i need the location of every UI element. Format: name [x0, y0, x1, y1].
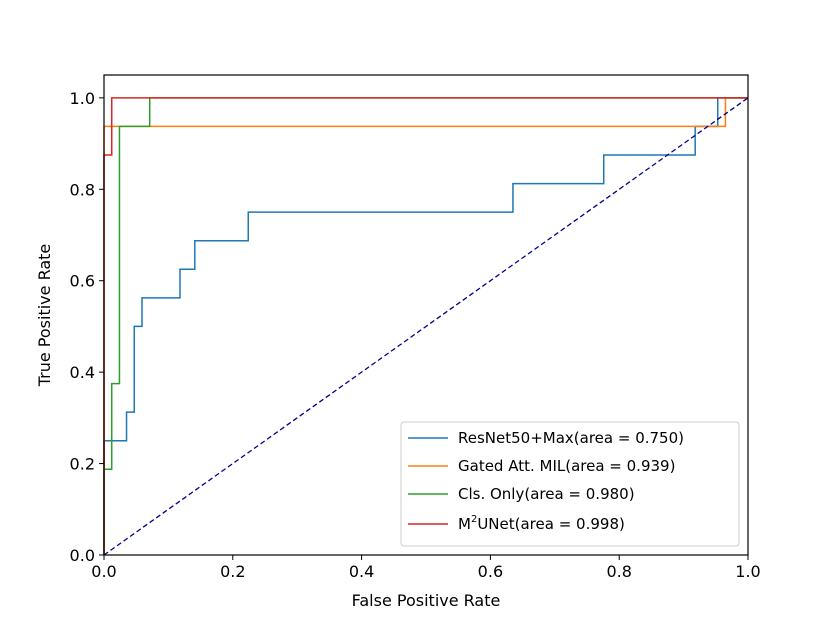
y-tick-label: 0.4 — [70, 363, 95, 382]
y-tick-label: 0.6 — [70, 272, 95, 291]
x-tick-label: 0.4 — [349, 562, 374, 581]
y-axis-ticks: 0.0 0.2 0.4 0.6 0.8 1.0 — [70, 89, 104, 565]
legend: ResNet50+Max(area = 0.750) Gated Att. MI… — [400, 421, 740, 547]
y-axis-label: True Positive Rate — [35, 244, 54, 388]
x-axis-label: False Positive Rate — [352, 591, 501, 610]
legend-box — [400, 421, 740, 547]
y-tick-label: 0.2 — [70, 455, 95, 474]
y-tick-label: 0.0 — [70, 546, 95, 565]
x-tick-label: 0.8 — [606, 562, 631, 581]
x-tick-label: 0.0 — [91, 562, 116, 581]
legend-label-gated-att-mil: Gated Att. MIL(area = 0.939) — [458, 457, 675, 475]
series-line-resnet50-max — [103, 97, 748, 555]
legend-label-m2unet: M2UNet(area = 0.998) — [458, 514, 625, 533]
legend-label-m2unet-main: UNet(area = 0.998) — [477, 515, 625, 533]
x-axis-ticks: 0.0 0.2 0.4 0.6 0.8 1.0 — [91, 555, 761, 581]
plot-frame — [103, 74, 749, 556]
legend-label-m2unet-superscript: 2 — [471, 514, 477, 525]
x-tick-label: 0.6 — [478, 562, 503, 581]
legend-label-m2unet-prefix: M — [458, 515, 471, 533]
x-tick-label: 1.0 — [735, 562, 760, 581]
y-tick-label: 1.0 — [70, 89, 95, 108]
legend-label-resnet50-max: ResNet50+Max(area = 0.750) — [458, 429, 684, 447]
legend-label-cls-only: Cls. Only(area = 0.980) — [458, 485, 635, 503]
series-line-cls-only — [103, 97, 748, 555]
y-tick-label: 0.8 — [70, 180, 95, 199]
x-tick-label: 0.2 — [220, 562, 245, 581]
reference-line-chance — [103, 97, 749, 556]
